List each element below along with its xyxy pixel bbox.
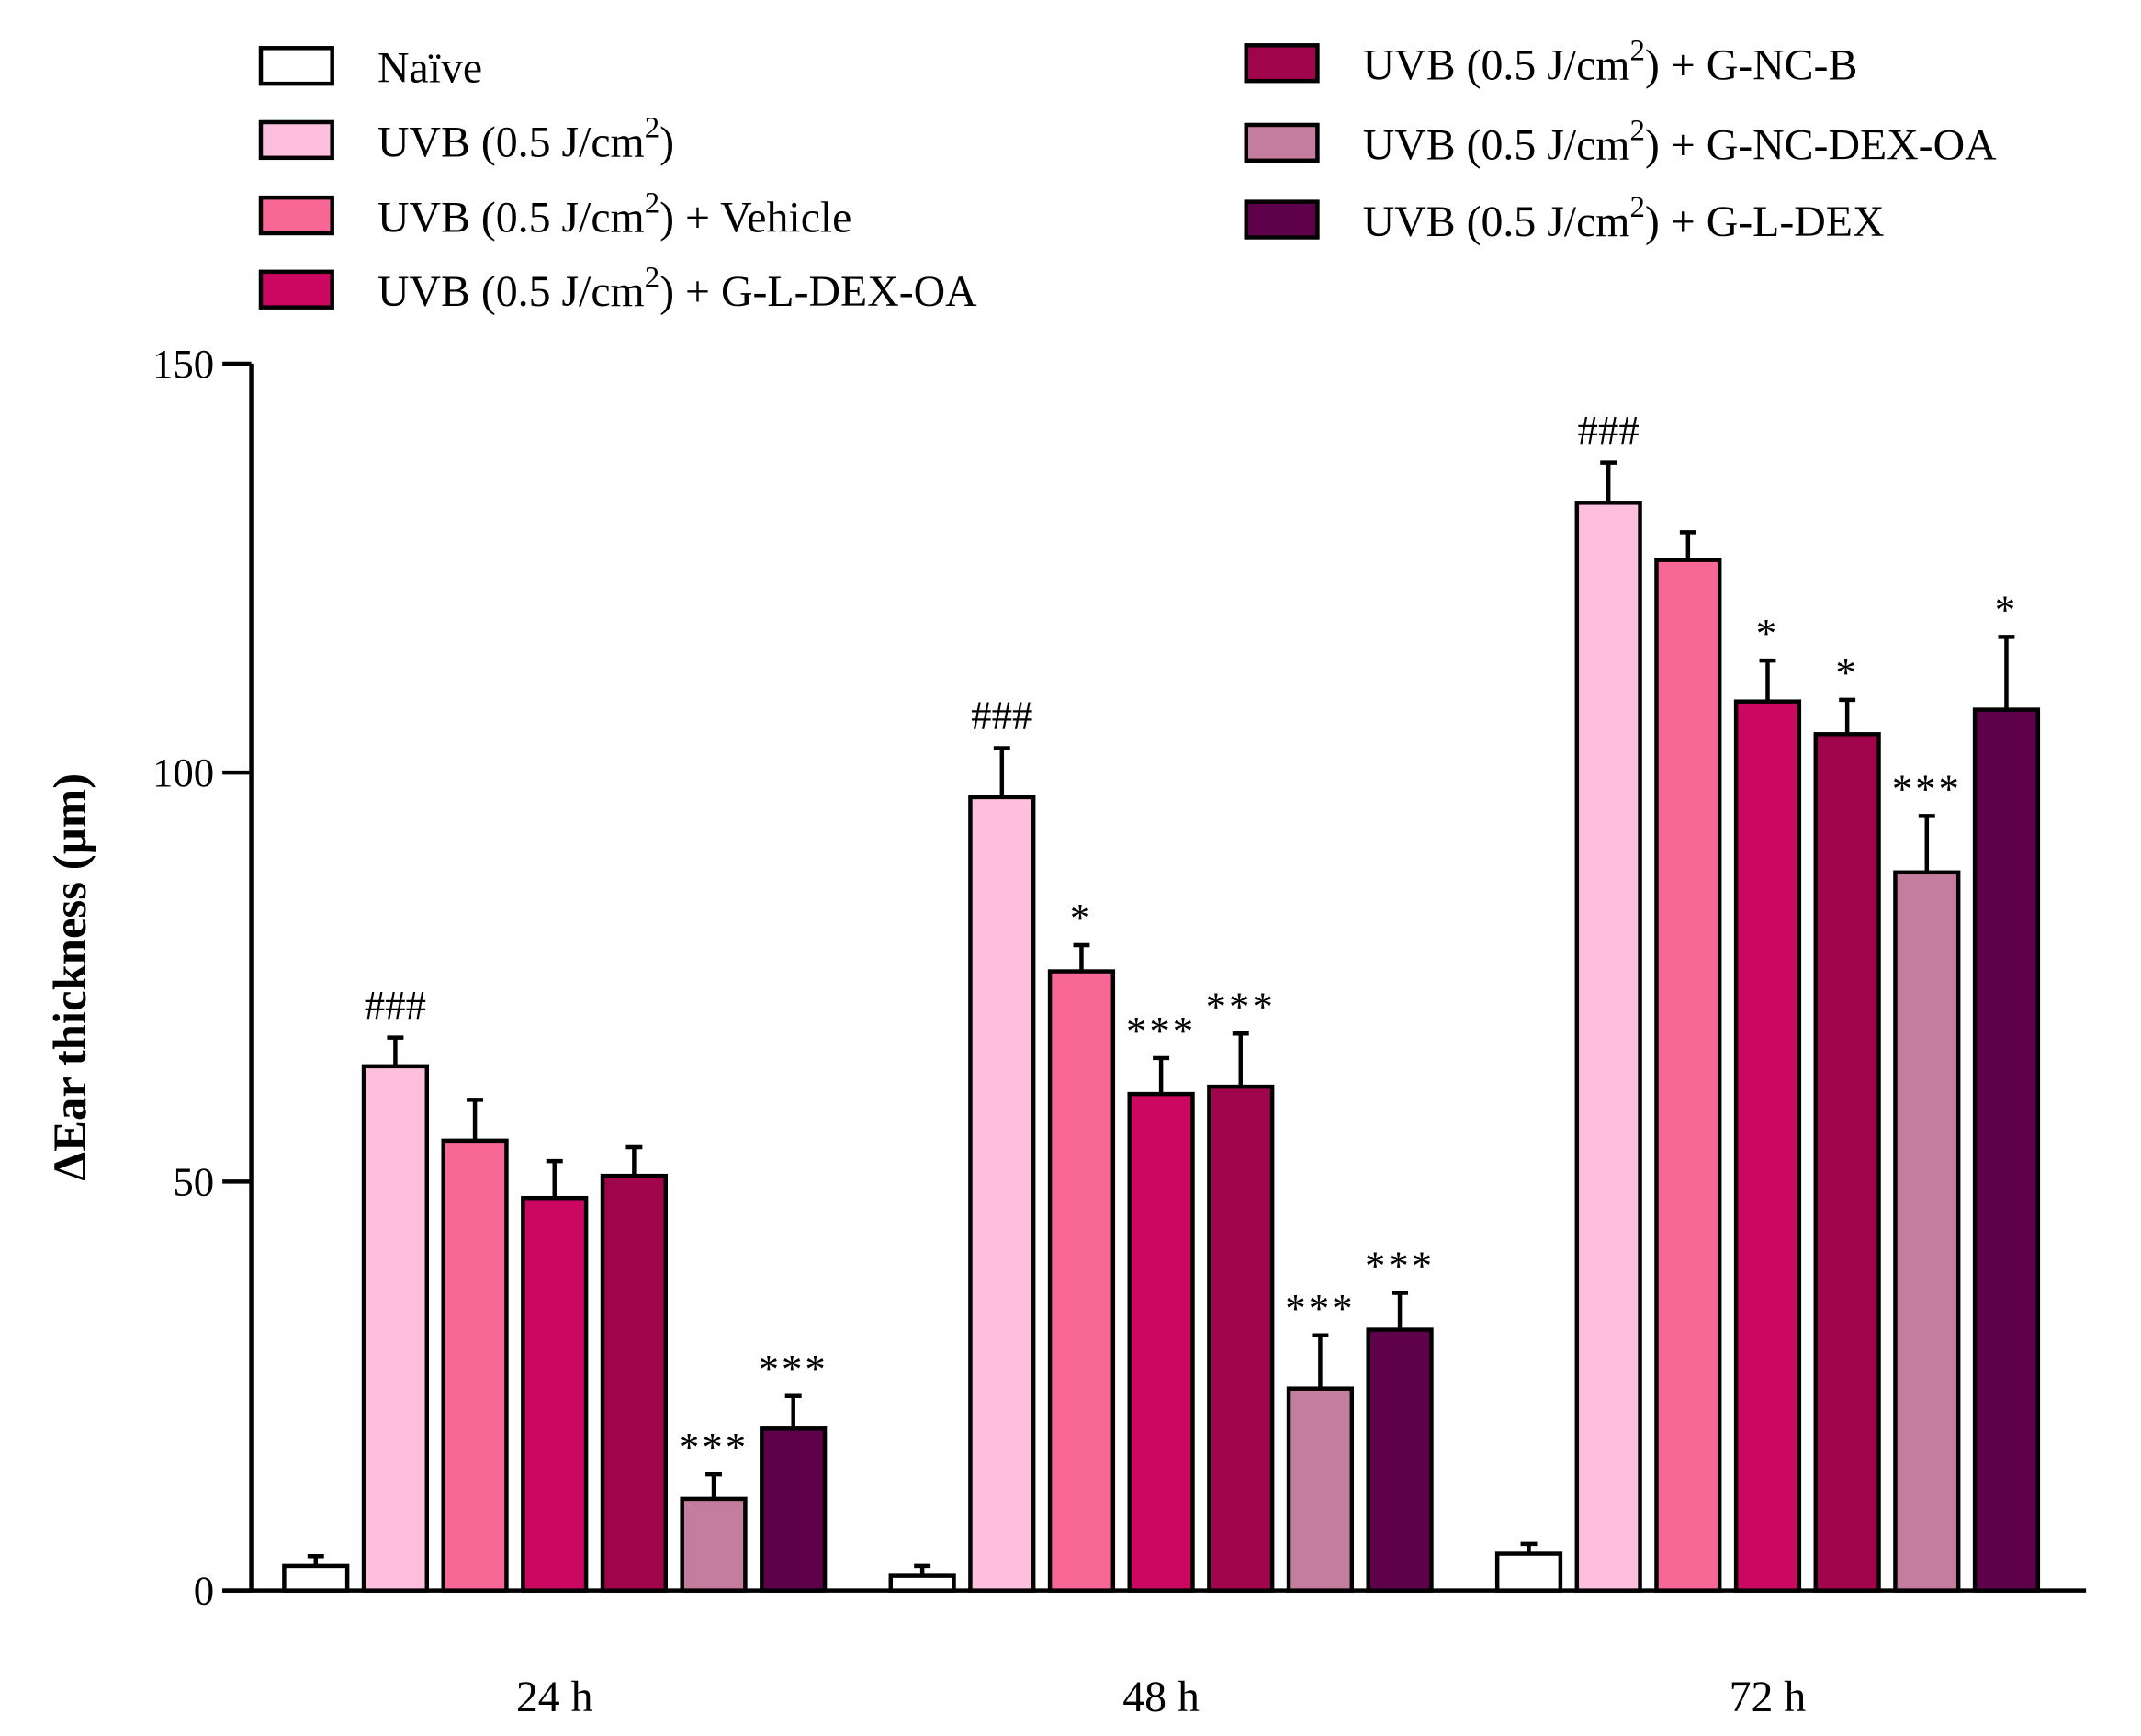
legend-swatch	[258, 195, 334, 236]
bar	[760, 1426, 828, 1593]
bar	[1127, 1091, 1195, 1593]
legend-label: UVB (0.5 J/cm2) + G-L-DEX-OA	[377, 261, 977, 316]
bar	[1654, 558, 1722, 1593]
bar	[441, 1138, 509, 1593]
legend-item: UVB (0.5 J/cm2) + Vehicle	[258, 187, 851, 242]
x-category-label: 48 h	[1122, 1673, 1200, 1721]
y-ticks: 0 50 100 150	[152, 341, 252, 1614]
legend-swatch	[1244, 122, 1320, 163]
significance-label: ***	[1285, 1285, 1355, 1331]
y-tick-label: 150	[152, 341, 214, 387]
bar	[1494, 1551, 1563, 1593]
bar	[968, 795, 1036, 1593]
significance-label: ***	[679, 1424, 749, 1470]
significance-label: ***	[759, 1346, 828, 1392]
bar	[888, 1573, 956, 1593]
bar	[1366, 1327, 1434, 1593]
category-labels: 24 h 48 h 72 h	[516, 1673, 1807, 1721]
y-tick-label: 100	[152, 750, 214, 795]
legend-swatch	[258, 269, 334, 310]
y-tick-label: 50	[173, 1158, 214, 1204]
legend: Naïve UVB (0.5 J/cm2) UVB (0.5 J/cm2) + Ve…	[258, 35, 1997, 316]
significance-label: *	[1070, 895, 1093, 941]
legend-label: Naïve	[377, 44, 482, 93]
x-category-label: 24 h	[516, 1673, 593, 1721]
bar	[1047, 969, 1116, 1593]
significance-label: ***	[1126, 1008, 1196, 1054]
bar	[1893, 870, 1961, 1593]
bar	[1286, 1386, 1355, 1593]
x-category-label: 72 h	[1730, 1673, 1807, 1721]
legend-item: Naïve	[258, 44, 482, 93]
significance-label: *	[1995, 586, 2018, 632]
significance-label: *	[1835, 649, 1858, 695]
legend-label: UVB (0.5 J/cm2) + G-L-DEX	[1363, 191, 1885, 246]
legend-item: UVB (0.5 J/cm2) + G-L-DEX-OA	[258, 261, 977, 316]
bar	[282, 1563, 350, 1593]
legend-item: UVB (0.5 J/cm2) + G-NC-B	[1244, 35, 1858, 90]
legend-swatch	[1244, 43, 1320, 84]
legend-label: UVB (0.5 J/cm2) + G-NC-B	[1363, 35, 1858, 90]
legend-label: UVB (0.5 J/cm2) + Vehicle	[377, 187, 851, 242]
legend-swatch	[258, 119, 334, 161]
significance-label: ***	[1206, 983, 1276, 1029]
bar	[600, 1173, 668, 1593]
bars: ###******###*************###******	[282, 407, 2041, 1593]
legend-label: UVB (0.5 J/cm2)	[377, 111, 674, 166]
significance-label: ***	[1365, 1243, 1435, 1289]
bar	[1733, 699, 1802, 1593]
legend-item: UVB (0.5 J/cm2)	[258, 111, 674, 166]
legend-swatch	[258, 46, 334, 86]
legend-label: UVB (0.5 J/cm2) + G-NC-DEX-OA	[1363, 114, 1997, 169]
legend-item: UVB (0.5 J/cm2) + G-NC-DEX-OA	[1244, 114, 1997, 169]
bar	[1207, 1084, 1275, 1593]
bar	[361, 1064, 430, 1593]
bar	[1574, 501, 1642, 1593]
bar	[1813, 732, 1881, 1593]
legend-item: UVB (0.5 J/cm2) + G-L-DEX	[1244, 191, 1885, 246]
significance-label: ***	[1892, 765, 1962, 811]
y-axis-label: ΔEar thickness (µm)	[44, 773, 96, 1181]
y-tick-label: 0	[194, 1568, 214, 1614]
bar	[1972, 707, 2041, 1593]
bar	[680, 1496, 748, 1593]
significance-label: ###	[365, 982, 426, 1028]
significance-label: *	[1756, 610, 1779, 656]
significance-label: ###	[1578, 407, 1640, 453]
significance-label: ###	[971, 693, 1032, 738]
bar	[521, 1195, 589, 1593]
legend-swatch	[1244, 199, 1320, 240]
